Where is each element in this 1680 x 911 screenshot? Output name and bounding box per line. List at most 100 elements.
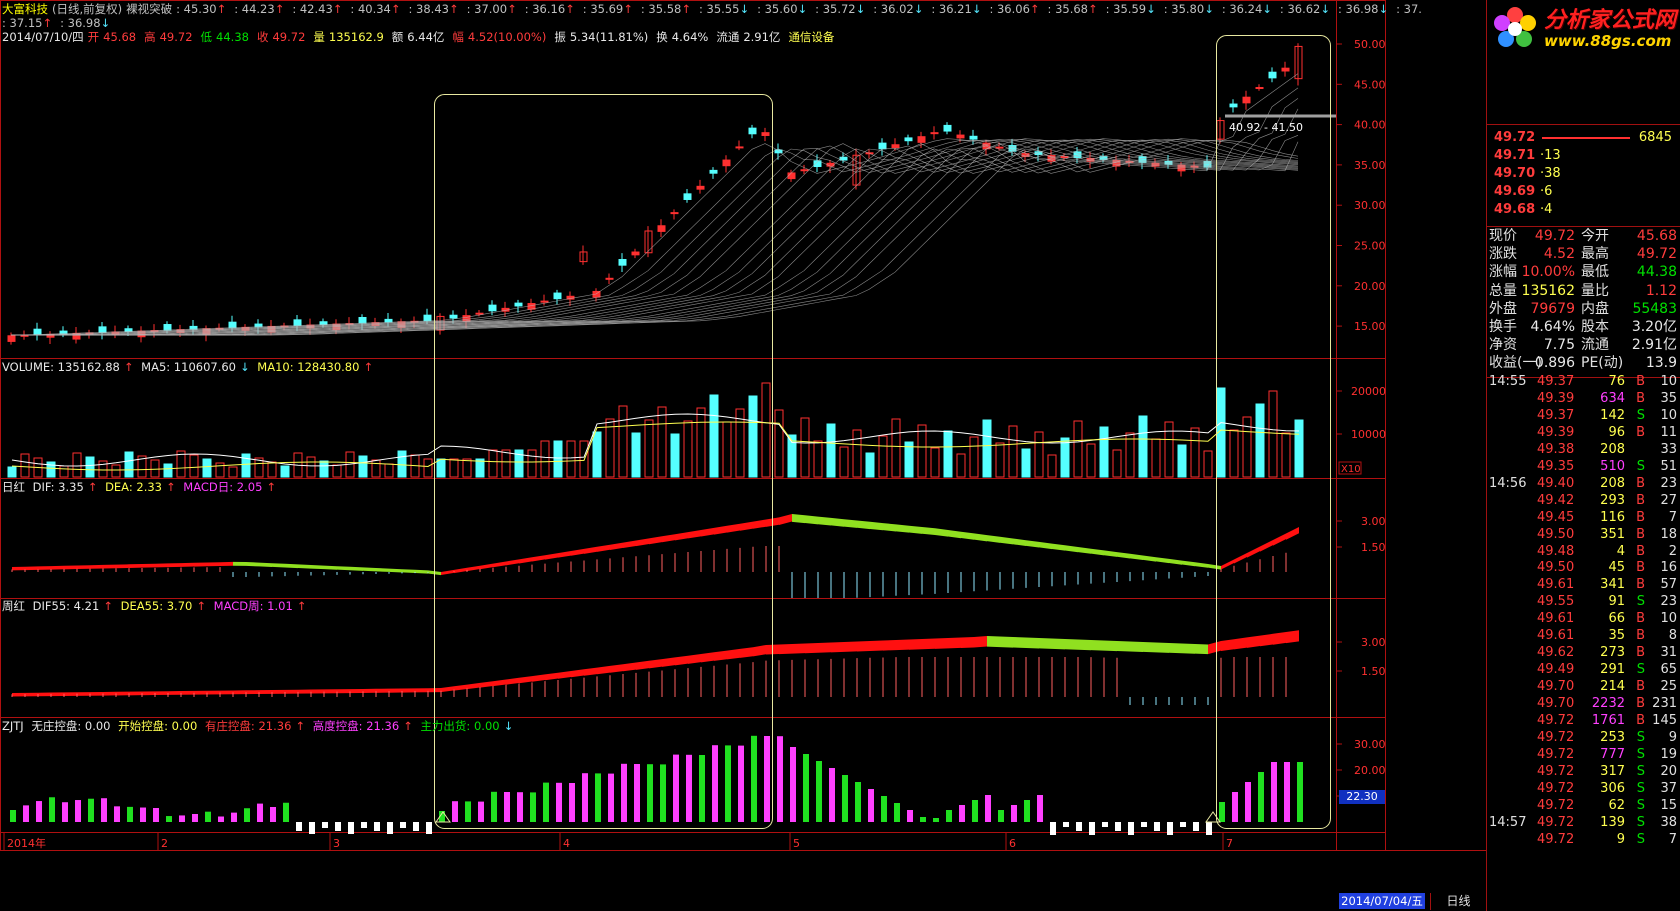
logo-url[interactable]: www.88gs.com (1544, 32, 1672, 50)
order-volume: ·38 (1540, 166, 1561, 181)
zjtj-bar (829, 768, 835, 822)
volume-bar (280, 465, 290, 478)
macd-week-band (1260, 633, 1273, 647)
tick-row[interactable]: 49.61 341 B 57 (1489, 576, 1679, 594)
tick-row[interactable]: 49.37 142 S 10 (1489, 407, 1679, 425)
tick-row[interactable]: 49.61 66 B 10 (1489, 610, 1679, 628)
zjtj-bar (231, 812, 237, 822)
tick-count: 15 (1660, 797, 1677, 813)
macd-week-band (64, 692, 77, 696)
volume-bar (319, 460, 329, 478)
volume-bar (826, 423, 836, 478)
macd-week-band (844, 641, 857, 652)
macd-week-band (805, 643, 818, 654)
tick-row[interactable]: 49.38 208 33 (1489, 441, 1679, 459)
macd-week-band (857, 641, 870, 652)
tick-row[interactable]: 49.49 291 S 65 (1489, 661, 1679, 679)
tick-price: 49.61 (1537, 611, 1575, 627)
macd-day-band (12, 566, 25, 571)
tick-row[interactable]: 49.72 253 S 9 (1489, 729, 1679, 747)
macd-day-band (688, 530, 701, 539)
macd-day-band (298, 564, 311, 569)
candle-body (683, 193, 692, 200)
tick-volume: 306 (1600, 780, 1625, 796)
zjtj-bar (478, 801, 484, 822)
tick-count: 10 (1660, 611, 1677, 627)
tick-row[interactable]: 49.70 214 B 25 (1489, 678, 1679, 696)
volume-bar (501, 449, 511, 478)
tick-row[interactable]: 49.39 634 B 35 (1489, 390, 1679, 408)
macd-day-band (103, 564, 116, 569)
tick-row[interactable]: 49.55 91 S 23 (1489, 593, 1679, 611)
volume-bar (813, 440, 823, 478)
macd-day-band (1143, 555, 1156, 562)
order-book-row[interactable]: 49.69 ·6 (1490, 182, 1676, 201)
arrow-up-icon: ↑ (274, 2, 285, 16)
quote-value: 1.12 (1645, 282, 1677, 299)
tick-row[interactable]: 49.61 35 B 8 (1489, 627, 1679, 645)
period-tab[interactable]: 日线 (1430, 893, 1486, 910)
volume-bar (1229, 429, 1239, 478)
tick-row[interactable]: 49.72 62 S 15 (1489, 797, 1679, 815)
price-axis-label: 25.00 (1354, 240, 1386, 253)
tick-row[interactable]: 49.72 1761 B 145 (1489, 712, 1679, 730)
zjtj-bar (296, 822, 302, 831)
zjtj-bar (673, 754, 679, 822)
quote-label: 现价 (1489, 228, 1517, 244)
tick-row[interactable]: 49.72 306 S 37 (1489, 780, 1679, 798)
macd-day-band (1039, 541, 1052, 550)
tick-row[interactable]: 49.62 273 B 31 (1489, 644, 1679, 662)
tick-row[interactable]: 49.48 4 B 2 (1489, 543, 1679, 561)
order-book-row[interactable]: 49.71 ·13 (1490, 146, 1676, 165)
macd-day-band (818, 516, 831, 526)
tick-row[interactable]: 49.72 317 S 20 (1489, 763, 1679, 781)
stock-name[interactable]: 大富科技 (2, 2, 48, 16)
tick-price: 49.50 (1537, 560, 1575, 576)
zjtj-bar (1258, 772, 1264, 822)
order-book-row[interactable]: 49.70 ·38 (1490, 164, 1676, 183)
macd-week-band (1039, 638, 1052, 649)
tick-row[interactable]: 49.70 2232 B 231 (1489, 695, 1679, 713)
zjtj-bar (933, 818, 939, 822)
candle-body (527, 303, 536, 310)
macd-week-band (324, 689, 337, 694)
tick-row[interactable]: 49.72 9 S 7 (1489, 831, 1679, 849)
macd-day-band (1091, 548, 1104, 556)
tick-row[interactable]: 14:56 49.40 208 B 23 (1489, 475, 1679, 493)
macd-week-band (1221, 639, 1234, 651)
candle-body (670, 212, 679, 215)
tick-price: 49.39 (1537, 390, 1575, 406)
candle-body (891, 144, 900, 149)
stock-chart[interactable]: 50.00 45.00 40.00 35.00 30.00 25.00 20.00 15.00… (0, 0, 1486, 911)
tick-row[interactable]: 49.50 351 B 18 (1489, 526, 1679, 544)
volume-bar (787, 434, 797, 478)
volume-bar (111, 464, 121, 478)
tick-row[interactable]: 49.42 293 B 27 (1489, 492, 1679, 510)
macd-day-band (493, 561, 506, 568)
zjtj-bar (452, 801, 458, 822)
tick-volume: 214 (1600, 679, 1625, 695)
tick-row[interactable]: 49.35 510 S 51 (1489, 458, 1679, 476)
zjtj-bar (335, 822, 341, 831)
tick-row[interactable]: 14:57 49.72 139 S 38 (1489, 814, 1679, 832)
tick-row[interactable]: 49.72 777 S 19 (1489, 746, 1679, 764)
zjtj-bar (543, 782, 549, 822)
macd-week-band (90, 691, 103, 696)
macd-week-band (246, 690, 259, 695)
volume-bar (670, 433, 680, 478)
volume-bar (1203, 450, 1213, 478)
tick-row[interactable]: 49.45 116 B 7 (1489, 509, 1679, 527)
ma-ribbon-line (11, 135, 1299, 336)
volume-bar (956, 453, 966, 478)
ma-ribbon-line (11, 87, 1299, 336)
order-book-row[interactable]: 49.68 ·4 (1490, 200, 1676, 219)
macd-day-band (805, 515, 818, 525)
macd-day-band (1013, 538, 1026, 546)
ma-value: : 36.06↑ (989, 2, 1040, 16)
volume-bar (423, 458, 433, 478)
quote-row: 换手 4.64% 股本 3.20亿 (1489, 318, 1679, 337)
tick-row[interactable]: 49.50 45 B 16 (1489, 559, 1679, 577)
tick-row[interactable]: 14:55 49.37 76 B 10 (1489, 373, 1679, 391)
tick-row[interactable]: 49.39 96 B 11 (1489, 424, 1679, 442)
order-book-row[interactable]: 49.72 6845 (1490, 128, 1676, 147)
